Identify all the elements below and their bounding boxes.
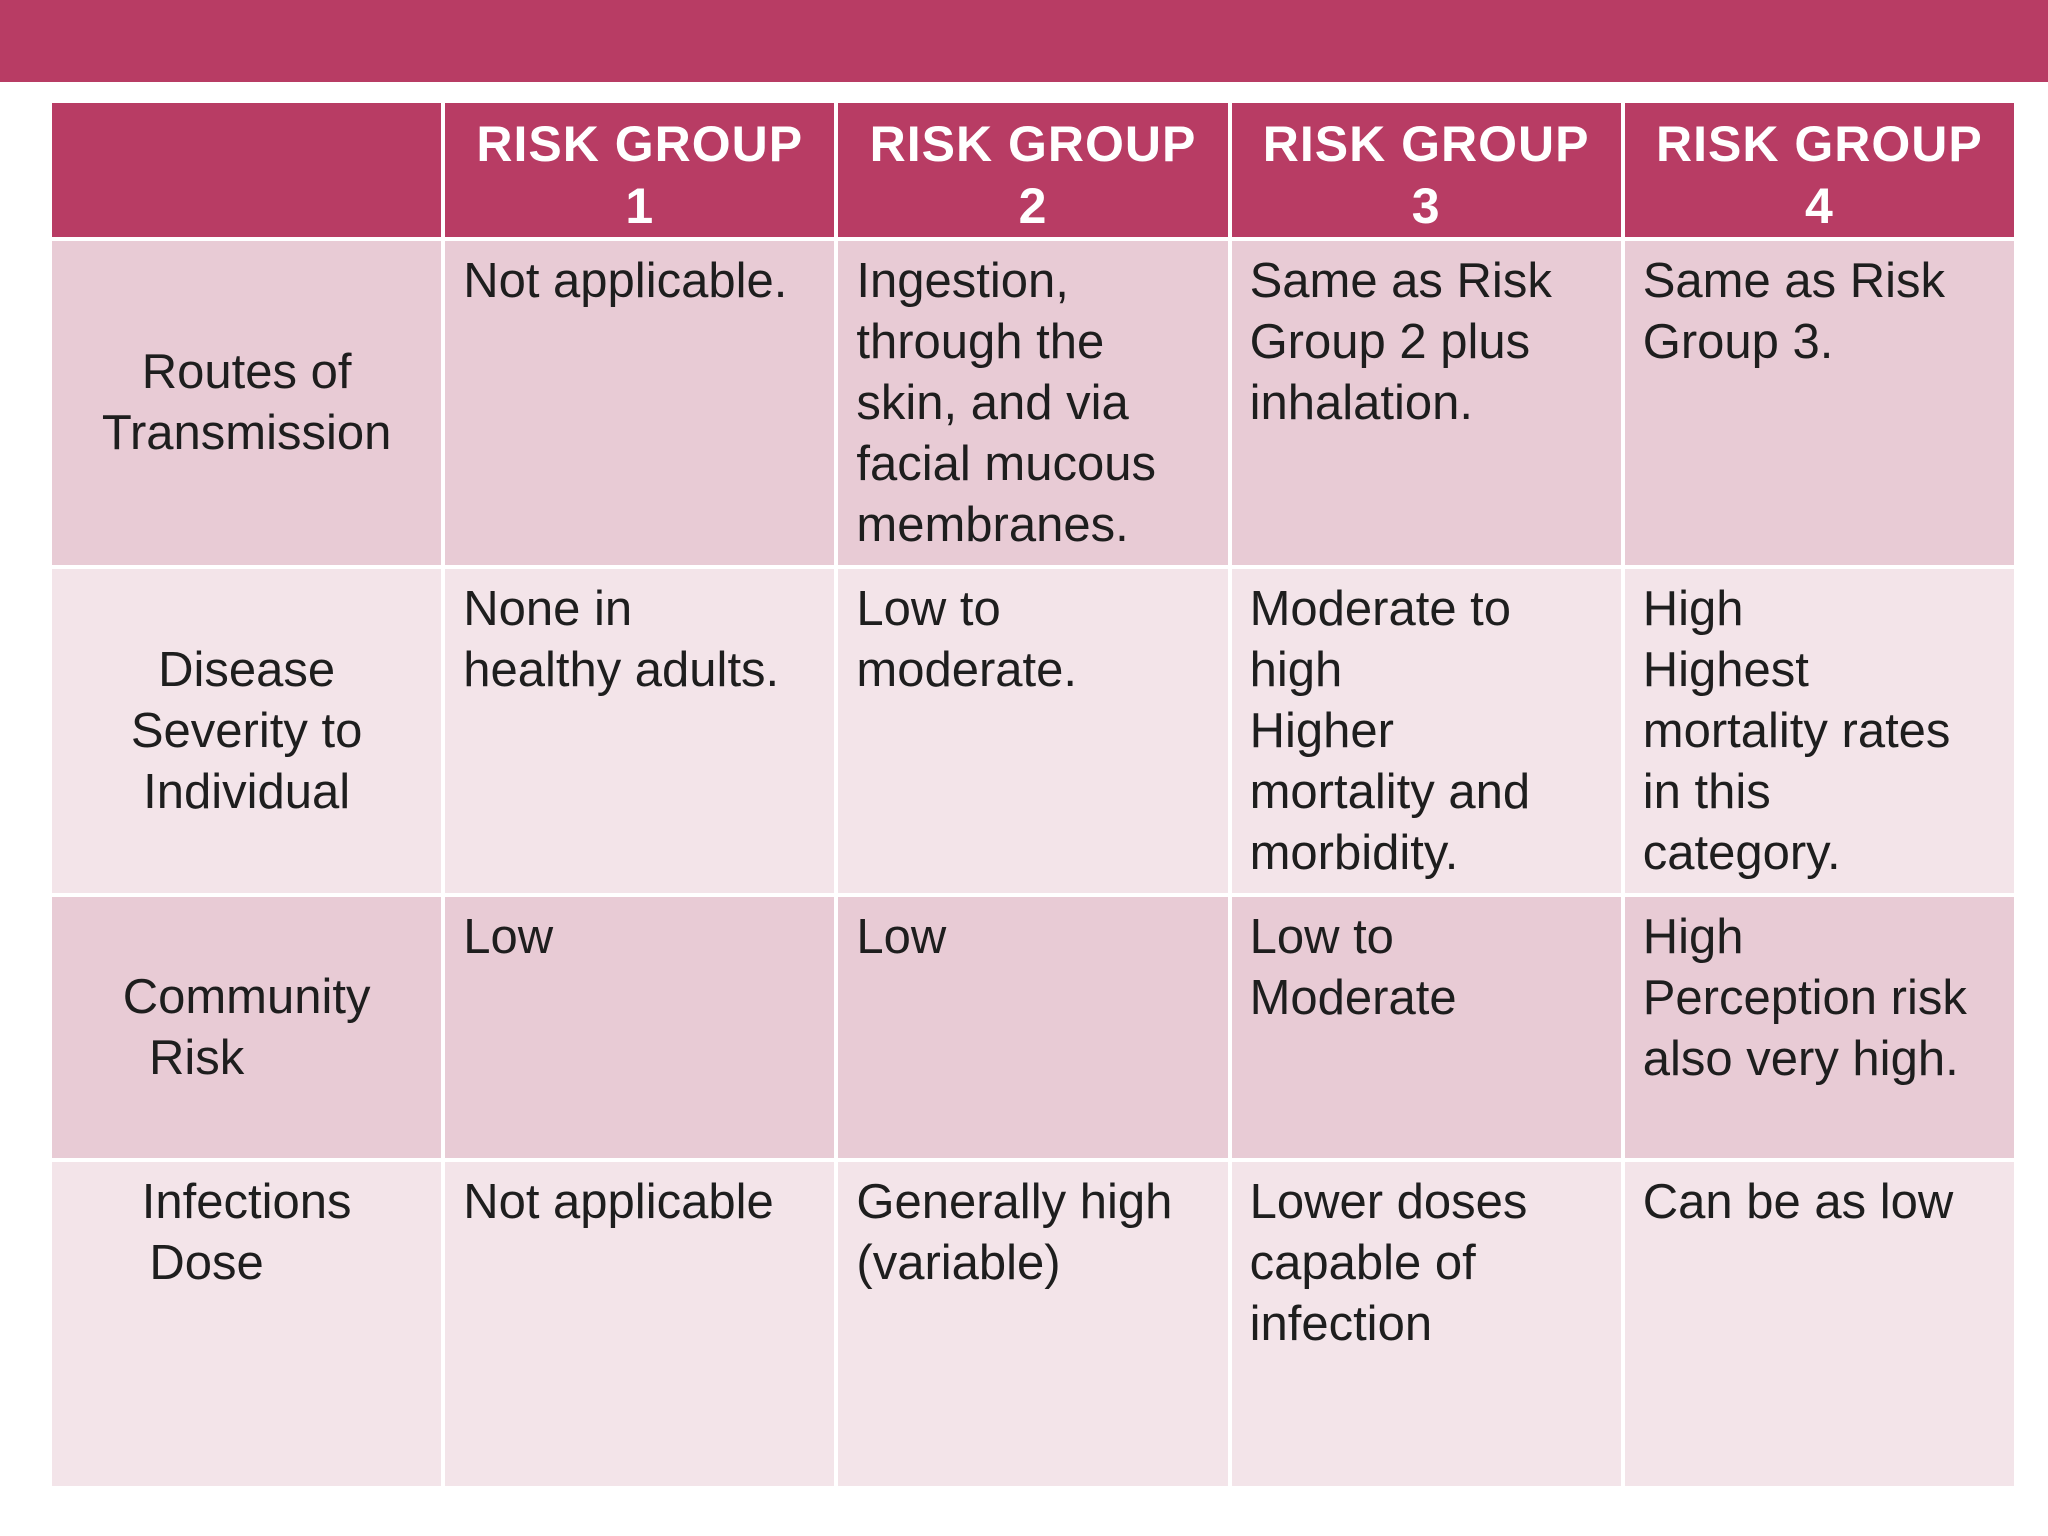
table-row-community-risk: Community Risk Low Low Low to Moderate H… — [52, 897, 2014, 1158]
cell-severity-rg3: Moderate to high Higher mortality and mo… — [1231, 569, 1621, 893]
cell-dose-rg2: Generally high (variable) — [838, 1162, 1228, 1486]
cell-severity-rg4: High Highest mortality rates in this cat… — [1624, 569, 2014, 893]
top-banner — [0, 0, 2048, 82]
header-corner-cell — [52, 103, 442, 237]
cell-severity-rg2: Low to moderate. — [838, 569, 1228, 893]
header-risk-group-1: RISK GROUP 1 — [445, 103, 835, 237]
table-row-disease-severity: Disease Severity to Individual None in h… — [52, 569, 2014, 893]
cell-community-rg3: Low to Moderate — [1231, 897, 1621, 1158]
cell-dose-rg1: Not applicable — [445, 1162, 835, 1486]
table-row-infections-dose: Infections Dose Not applicable Generally… — [52, 1162, 2014, 1486]
row-label-disease-severity: Disease Severity to Individual — [52, 569, 442, 893]
row-label-infections-dose: Infections Dose — [52, 1162, 442, 1486]
cell-routes-rg2: Ingestion, through the skin, and via fac… — [838, 241, 1228, 565]
row-label-routes-of-transmission: Routes of Transmission — [52, 241, 442, 565]
cell-community-rg1: Low — [445, 897, 835, 1158]
risk-group-table-container: RISK GROUP 1 RISK GROUP 2 RISK GROUP 3 R… — [52, 103, 2014, 1490]
header-risk-group-3: RISK GROUP 3 — [1231, 103, 1621, 237]
cell-routes-rg1: Not applicable. — [445, 241, 835, 565]
row-label-community-risk: Community Risk — [52, 897, 442, 1158]
cell-dose-rg4: Can be as low — [1624, 1162, 2014, 1486]
cell-community-rg2: Low — [838, 897, 1228, 1158]
cell-routes-rg3: Same as Risk Group 2 plus inhalation. — [1231, 241, 1621, 565]
cell-dose-rg3: Lower doses capable of infection — [1231, 1162, 1621, 1486]
header-risk-group-4: RISK GROUP 4 — [1624, 103, 2014, 237]
cell-routes-rg4: Same as Risk Group 3. — [1624, 241, 2014, 565]
cell-community-rg4: High Perception risk also very high. — [1624, 897, 2014, 1158]
header-risk-group-2: RISK GROUP 2 — [838, 103, 1228, 237]
table-row-routes-of-transmission: Routes of Transmission Not applicable. I… — [52, 241, 2014, 565]
cell-severity-rg1: None in healthy adults. — [445, 569, 835, 893]
header-row: RISK GROUP 1 RISK GROUP 2 RISK GROUP 3 R… — [52, 103, 2014, 237]
risk-group-table: RISK GROUP 1 RISK GROUP 2 RISK GROUP 3 R… — [48, 99, 2018, 1490]
